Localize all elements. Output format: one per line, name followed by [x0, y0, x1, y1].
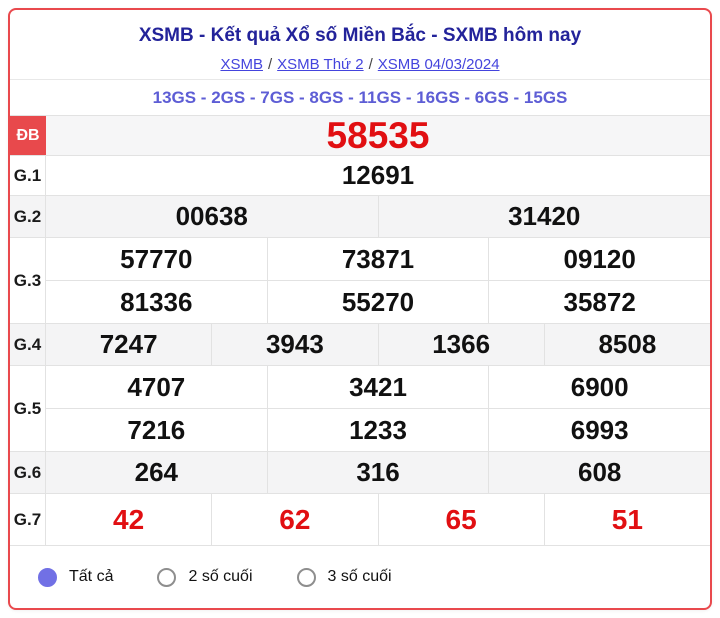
breadcrumb-separator: / [368, 56, 373, 73]
header: XSMB - Kết quả Xổ số Miền Bắc - SXMB hôm… [10, 10, 710, 80]
prize-label-g5: G.5 [10, 366, 46, 451]
prize-label-g1: G.1 [10, 156, 46, 195]
prize-value: 6993 [488, 409, 710, 451]
prize-label-g4: G.4 [10, 324, 46, 365]
breadcrumb-link-xsmb-date[interactable]: XSMB 04/03/2024 [377, 56, 500, 73]
prize-value: 62 [211, 494, 377, 545]
row-prize-5: G.5 4707 3421 6900 7216 1233 6993 [10, 366, 710, 452]
breadcrumb-link-xsmb[interactable]: XSMB [220, 56, 263, 73]
prize-value: 6900 [488, 366, 710, 408]
prize-value: 3421 [266, 366, 489, 408]
row-prize-3: G.3 57770 73871 09120 81336 55270 35872 [10, 238, 710, 324]
row-prize-4: G.4 7247 3943 1366 8508 [10, 324, 710, 366]
prize-label-g6: G.6 [10, 452, 46, 493]
gs-summary-line: 13GS - 2GS - 7GS - 8GS - 11GS - 16GS - 6… [152, 87, 568, 107]
prize-value: 4707 [127, 371, 186, 402]
prize-label-g2: G.2 [10, 196, 46, 237]
prize-value: 3943 [211, 324, 377, 365]
prize-value: 57770 [120, 243, 193, 274]
prize-label-db: ĐB [10, 116, 46, 155]
prize-value: 00638 [175, 201, 248, 231]
prize-value: 51 [543, 494, 710, 545]
prize-value: 73871 [266, 238, 489, 280]
radio-label: 3 số cuối [327, 568, 392, 585]
radio-option-last-3-digits[interactable]: 3 số cuối [296, 567, 392, 587]
results-table: ĐB 58535 G.1 12691 G.2 00638 31420 G.3 5… [10, 115, 710, 546]
prize-value: 42 [113, 503, 145, 535]
row-special-prize: ĐB 58535 [10, 114, 710, 156]
prize-value: 55270 [266, 281, 489, 323]
breadcrumb: XSMB / XSMB Thứ 2/XSMB 04/03/2024 [10, 56, 710, 73]
radio-option-last-2-digits[interactable]: 2 số cuối [157, 567, 253, 587]
prize-value: 1233 [266, 409, 489, 451]
prize-label-g7: G.7 [10, 494, 46, 545]
page-title: XSMB - Kết quả Xổ số Miền Bắc - SXMB hôm… [138, 25, 582, 46]
prize-value: 81336 [120, 286, 193, 317]
breadcrumb-separator: / [267, 56, 273, 73]
lottery-results-card: XSMB - Kết quả Xổ số Miền Bắc - SXMB hôm… [8, 8, 712, 610]
breadcrumb-link-xsmb-thu2[interactable]: XSMB Thứ 2 [277, 56, 364, 73]
prize-value: 58535 [326, 114, 430, 156]
prize-value: 65 [377, 494, 544, 545]
prize-label-g3: G.3 [10, 238, 46, 323]
radio-label: Tất cả [69, 568, 114, 585]
radio-selected-icon[interactable] [38, 567, 57, 587]
row-prize-7: G.7 42 62 65 51 [10, 494, 710, 546]
prize-value: 35872 [488, 281, 710, 323]
prize-value: 8508 [543, 324, 710, 365]
prize-value: 31420 [377, 196, 711, 237]
prize-value: 7247 [99, 329, 158, 359]
radio-option-all[interactable]: Tất cả [38, 567, 114, 587]
radio-label: 2 số cuối [188, 568, 253, 585]
display-filter-options: Tất cả 2 số cuối 3 số cuối [10, 546, 710, 608]
radio-unselected-icon[interactable] [296, 567, 316, 587]
prize-value: 7216 [127, 414, 186, 445]
row-prize-6: G.6 264 316 608 [10, 452, 710, 494]
prize-value: 608 [488, 452, 710, 493]
prize-value: 1366 [377, 324, 544, 365]
prize-value: 264 [134, 457, 179, 487]
prize-value: 09120 [488, 238, 710, 280]
radio-unselected-icon[interactable] [157, 567, 177, 587]
prize-value: 316 [266, 452, 489, 493]
prize-value: 12691 [341, 160, 415, 190]
row-prize-1: G.1 12691 [10, 156, 710, 196]
row-prize-2: G.2 00638 31420 [10, 196, 710, 238]
